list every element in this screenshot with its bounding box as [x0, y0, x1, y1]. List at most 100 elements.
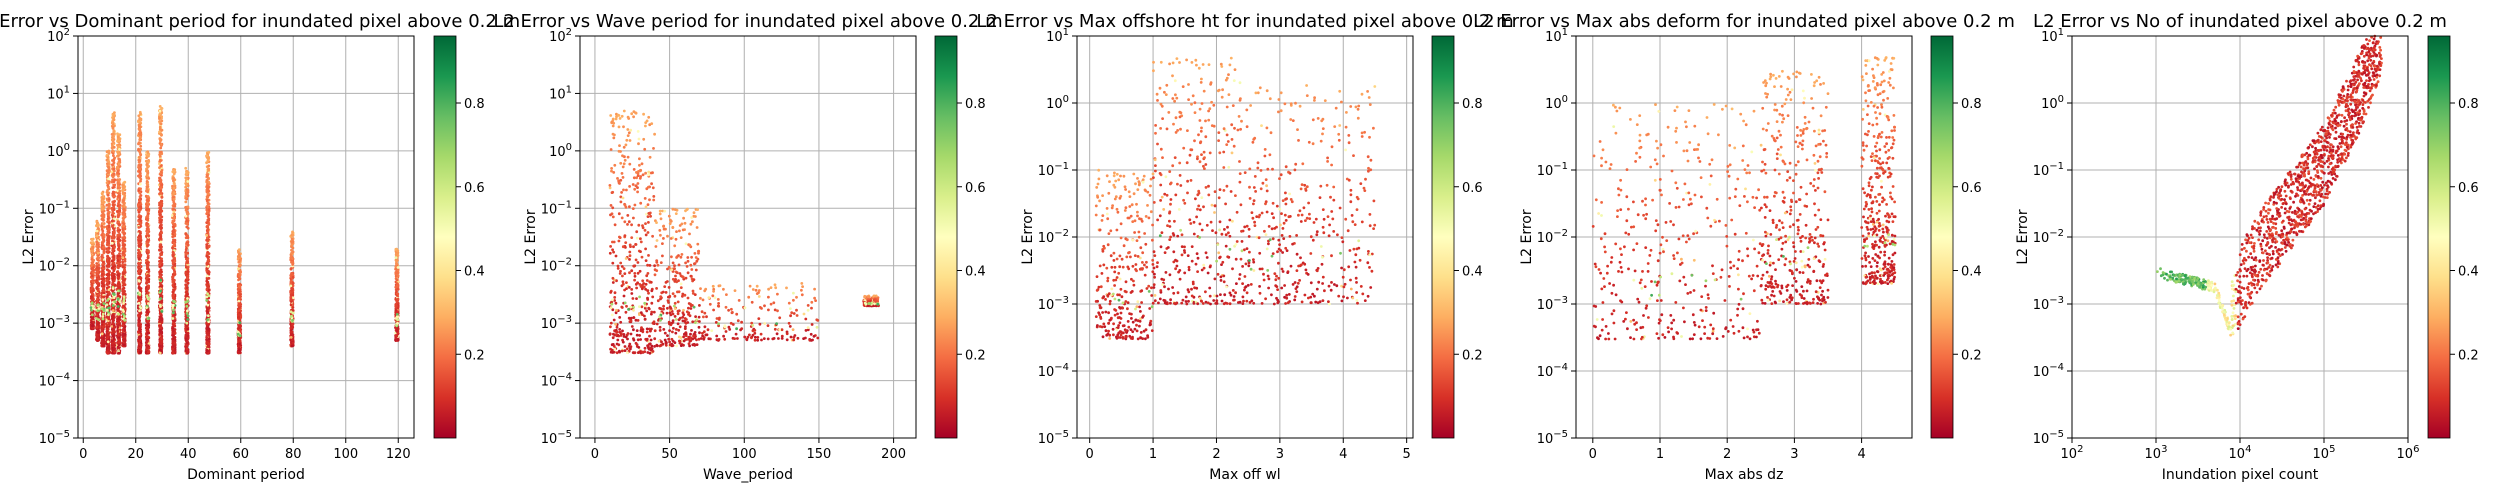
scatter-point: [121, 265, 125, 269]
scatter-point: [184, 208, 188, 212]
scatter-point: [139, 297, 142, 301]
scatter-point: [138, 172, 142, 176]
scatter-point: [105, 290, 109, 294]
scatter-point: [117, 242, 120, 246]
scatter-point: [116, 166, 120, 170]
scatter-point: [146, 324, 150, 328]
scatter-point: [158, 116, 161, 120]
scatter-point: [172, 269, 176, 272]
scatter-point: [106, 329, 109, 333]
scatter-point: [102, 246, 105, 249]
scatter-point: [107, 288, 111, 291]
scatter-point: [102, 309, 106, 312]
scatter-point: [160, 253, 164, 256]
scatter-point: [107, 306, 111, 310]
scatter-point: [138, 335, 142, 338]
scatter-point: [137, 160, 141, 164]
scatter-point: [171, 303, 175, 307]
scatter-point: [101, 222, 105, 226]
scatter-point: [111, 175, 115, 179]
scatter-point: [186, 243, 190, 247]
scatter-point: [113, 111, 116, 114]
scatter-point: [206, 215, 210, 219]
scatter-point: [122, 202, 126, 206]
scatter-point: [101, 214, 105, 217]
scatter-point: [102, 260, 105, 264]
scatter-point: [116, 226, 120, 230]
scatter-point: [117, 215, 120, 219]
scatter-point: [205, 161, 209, 165]
scatter-point: [100, 224, 104, 228]
scatter-point: [118, 178, 122, 181]
scatter-point: [138, 351, 142, 355]
scatter-point: [91, 280, 95, 284]
scatter-point: [160, 231, 164, 235]
scatter-point: [159, 146, 163, 150]
scatter-point: [186, 234, 190, 238]
scatter-point: [106, 261, 110, 264]
scatter-point: [159, 235, 163, 239]
scatter-point: [100, 257, 104, 261]
scatter-point: [122, 295, 126, 299]
scatter-point: [186, 180, 190, 183]
scatter-point: [89, 297, 93, 300]
scatter-point: [207, 259, 211, 262]
scatter-point: [118, 189, 122, 193]
scatter-point: [95, 240, 99, 244]
scatter-point: [95, 266, 99, 270]
scatter-point: [205, 204, 209, 208]
scatter-point: [111, 319, 115, 323]
scatter-point: [111, 304, 115, 307]
scatter-point: [186, 309, 189, 313]
scatter-point: [96, 301, 100, 304]
scatter-point: [117, 162, 121, 166]
scatter-point: [159, 207, 162, 211]
scatter-point: [102, 284, 106, 288]
scatter-point: [107, 177, 110, 181]
scatter-point: [159, 218, 162, 222]
scatter-point: [116, 270, 120, 273]
scatter-point: [105, 279, 109, 282]
scatter-point: [97, 307, 101, 310]
scatter-point: [207, 151, 211, 154]
scatter-point: [122, 343, 126, 347]
scatter-point: [92, 297, 95, 301]
scatter-point: [106, 265, 110, 268]
scatter-point: [145, 294, 149, 298]
scatter-point: [118, 238, 122, 242]
scatter-point: [146, 331, 150, 335]
scatter-point: [95, 286, 99, 289]
scatter-point: [206, 345, 210, 349]
scatter-point: [112, 255, 116, 259]
scatter-point: [186, 270, 190, 273]
scatter-point: [146, 256, 150, 259]
scatter-point: [205, 243, 209, 247]
scatter-point: [172, 288, 176, 292]
scatter-point: [111, 265, 115, 269]
scatter-point: [145, 337, 149, 341]
scatter-point: [184, 182, 188, 185]
scatter-point: [159, 202, 163, 206]
scatter-point: [137, 320, 141, 323]
scatter-point: [146, 243, 150, 247]
scatter-point: [111, 116, 114, 119]
scatter-point: [106, 213, 110, 217]
scatter-point: [146, 291, 150, 295]
scatter-point: [171, 250, 175, 254]
scatter-point: [122, 207, 125, 211]
scatter-point: [105, 154, 109, 157]
scatter-point: [111, 211, 115, 215]
scatter-point: [139, 306, 143, 310]
scatter-point: [139, 117, 143, 121]
scatter-point: [184, 252, 188, 256]
scatter-point: [118, 205, 121, 209]
scatter-point: [105, 326, 109, 329]
scatter-point: [158, 256, 162, 260]
scatter-point: [95, 262, 99, 265]
scatter-point: [206, 280, 210, 284]
scatter-point: [122, 280, 126, 284]
scatter-point: [100, 272, 104, 276]
scatter-point: [207, 288, 211, 292]
scatter-point: [158, 130, 161, 134]
scatter-point: [107, 205, 111, 209]
